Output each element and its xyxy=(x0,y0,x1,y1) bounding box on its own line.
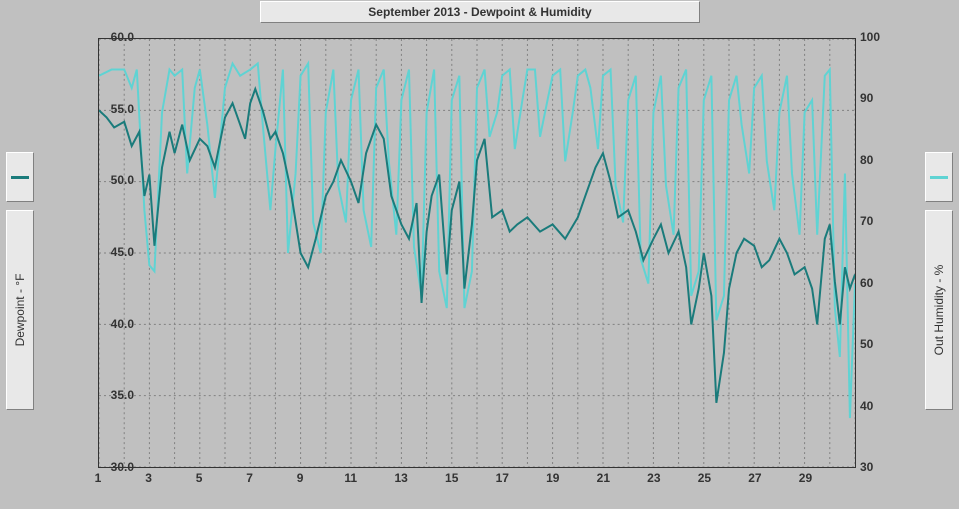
legend-humidity xyxy=(925,152,953,202)
y-left-tick: 55.0 xyxy=(98,102,134,116)
legend-dewpoint-line xyxy=(11,176,29,179)
x-tick: 11 xyxy=(344,471,357,485)
x-tick: 25 xyxy=(698,471,711,485)
y-right-tick: 70 xyxy=(860,214,896,228)
y-right-tick: 90 xyxy=(860,91,896,105)
x-tick: 17 xyxy=(496,471,509,485)
y-right-label: Out Humidity - % xyxy=(932,265,946,356)
legend-dewpoint xyxy=(6,152,34,202)
x-tick: 21 xyxy=(597,471,610,485)
y-left-tick: 30.0 xyxy=(98,460,134,474)
y-left-label: Dewpoint - °F xyxy=(13,274,27,347)
x-tick: 29 xyxy=(799,471,812,485)
y-right-tick: 40 xyxy=(860,399,896,413)
y-left-tick: 35.0 xyxy=(98,388,134,402)
y-right-label-box: Out Humidity - % xyxy=(925,210,953,410)
x-tick: 7 xyxy=(246,471,253,485)
x-tick: 27 xyxy=(748,471,761,485)
x-tick: 3 xyxy=(145,471,152,485)
y-left-tick: 50.0 xyxy=(98,173,134,187)
y-left-tick: 40.0 xyxy=(98,317,134,331)
x-tick: 9 xyxy=(297,471,304,485)
y-right-tick: 80 xyxy=(860,153,896,167)
x-tick: 13 xyxy=(395,471,408,485)
y-right-tick: 30 xyxy=(860,460,896,474)
y-left-label-box: Dewpoint - °F xyxy=(6,210,34,410)
x-tick: 19 xyxy=(546,471,559,485)
y-left-tick: 45.0 xyxy=(98,245,134,259)
legend-humidity-line xyxy=(930,176,948,179)
y-right-tick: 50 xyxy=(860,337,896,351)
x-tick: 5 xyxy=(196,471,203,485)
plot-area xyxy=(98,38,856,468)
x-tick: 1 xyxy=(95,471,102,485)
plot-outer: 30.0 35.0 40.0 45.0 50.0 55.0 60.0 30 40 50 60 70 80… xyxy=(58,25,896,490)
plot-svg xyxy=(99,39,855,467)
y-right-tick: 60 xyxy=(860,276,896,290)
x-tick: 23 xyxy=(647,471,660,485)
chart-title: September 2013 - Dewpoint & Humidity xyxy=(260,1,700,23)
y-left-tick: 60.0 xyxy=(98,30,134,44)
x-tick: 15 xyxy=(445,471,458,485)
y-right-tick: 100 xyxy=(860,30,896,44)
